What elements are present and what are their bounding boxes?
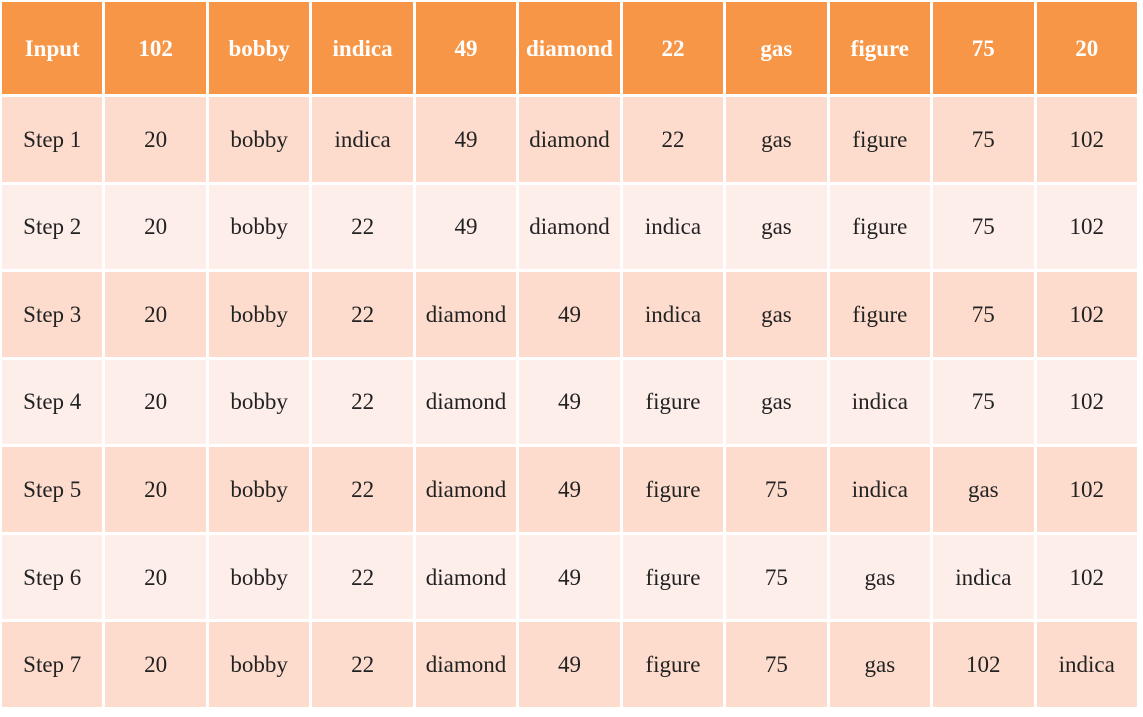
table-cell: 49 [519,534,620,620]
table-cell: 20 [105,534,206,620]
table-cell: 102 [1036,97,1137,182]
header-cell: 75 [933,2,1034,94]
table-cell: indica [829,359,931,445]
table-cell: 22 [312,184,413,270]
table-cell: 49 [519,447,620,532]
table-cell: 75 [933,272,1034,357]
table-cell: Step 3 [2,272,103,357]
table-cell: bobby [208,622,310,707]
table-cell: bobby [208,272,310,357]
table-cell: gas [726,272,827,357]
table-cell: 20 [105,622,206,707]
table-cell: bobby [208,447,310,532]
table-cell: figure [829,272,931,357]
table-cell: 49 [415,184,517,270]
table-cell: gas [829,534,931,620]
table-cell: 102 [1036,534,1137,620]
table-row: Step 4 20 bobby 22 diamond 49 figure gas… [2,359,1137,445]
table-cell: 49 [519,359,620,445]
table-cell: gas [726,184,827,270]
table-cell: 102 [1036,272,1137,357]
table-row: Step 7 20 bobby 22 diamond 49 figure 75 … [2,622,1137,707]
table-cell: figure [622,534,724,620]
table-cell: gas [829,622,931,707]
table-cell: 20 [105,184,206,270]
header-cell: gas [726,2,827,94]
header-row: Input 102 bobby indica 49 diamond 22 gas… [2,2,1137,94]
header-cell: figure [829,2,931,94]
table-cell: figure [622,622,724,707]
table-cell: indica [622,184,724,270]
table-cell: diamond [415,359,517,445]
table-cell: figure [622,359,724,445]
table-cell: indica [1036,622,1137,707]
table-cell: 102 [933,622,1034,707]
table-cell: diamond [415,272,517,357]
table-cell: Step 1 [2,97,103,182]
table-cell: 75 [933,97,1034,182]
table-cell: diamond [519,184,620,270]
table-row: Step 6 20 bobby 22 diamond 49 figure 75 … [2,534,1137,620]
table-cell: 102 [1036,359,1137,445]
table-cell: 22 [622,97,724,182]
table-cell: Step 4 [2,359,103,445]
table-cell: figure [622,447,724,532]
header-cell: 20 [1036,2,1137,94]
table-cell: indica [312,97,413,182]
table-cell: 102 [1036,447,1137,532]
table-cell: gas [726,359,827,445]
table-cell: 49 [415,97,517,182]
table-cell: 20 [105,97,206,182]
table-cell: indica [829,447,931,532]
header-cell: bobby [208,2,310,94]
table-cell: bobby [208,534,310,620]
table-cell: 75 [726,534,827,620]
table-cell: 75 [933,184,1034,270]
table-cell: 22 [312,447,413,532]
table-cell: bobby [208,184,310,270]
table-cell: 20 [105,447,206,532]
header-cell: indica [312,2,413,94]
table-cell: gas [933,447,1034,532]
table-cell: bobby [208,97,310,182]
table-cell: diamond [415,534,517,620]
table-cell: 49 [519,622,620,707]
table-row: Step 2 20 bobby 22 49 diamond indica gas… [2,184,1137,270]
table-cell: Step 6 [2,534,103,620]
table-cell: 75 [726,622,827,707]
table-cell: figure [829,97,931,182]
table-cell: Step 5 [2,447,103,532]
header-cell: 22 [622,2,724,94]
table-cell: 20 [105,272,206,357]
table-cell: diamond [519,97,620,182]
table-cell: indica [933,534,1034,620]
table-cell: 22 [312,272,413,357]
table-cell: Step 7 [2,622,103,707]
header-cell: Input [2,2,103,94]
table-cell: diamond [415,447,517,532]
table-cell: diamond [415,622,517,707]
table-cell: 49 [519,272,620,357]
table-cell: gas [726,97,827,182]
table-cell: indica [622,272,724,357]
table-row: Step 5 20 bobby 22 diamond 49 figure 75 … [2,447,1137,532]
table-cell: 22 [312,359,413,445]
header-cell: diamond [519,2,620,94]
table-cell: 75 [933,359,1034,445]
table-cell: figure [829,184,931,270]
table-cell: 102 [1036,184,1137,270]
table-cell: bobby [208,359,310,445]
header-cell: 102 [105,2,206,94]
table-cell: Step 2 [2,184,103,270]
table-cell: 20 [105,359,206,445]
header-cell: 49 [415,2,517,94]
table-row: Step 3 20 bobby 22 diamond 49 indica gas… [2,272,1137,357]
table-cell: 22 [312,622,413,707]
table-cell: 22 [312,534,413,620]
table-cell: 75 [726,447,827,532]
table-row: Step 1 20 bobby indica 49 diamond 22 gas… [2,97,1137,182]
